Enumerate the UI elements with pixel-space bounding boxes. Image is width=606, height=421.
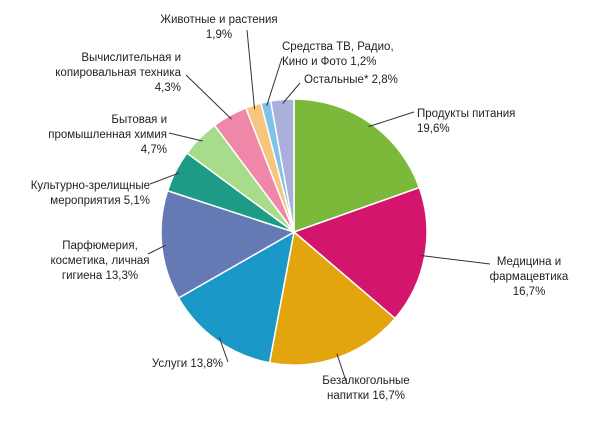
slice-label-line: фармацевтика — [490, 271, 569, 283]
slice-label-line: Вычислительная и — [81, 52, 181, 64]
slice-label-line: 4,7% — [141, 144, 167, 156]
slice-label-line: 16,7% — [513, 286, 546, 298]
leader-line-9 — [246, 29, 256, 110]
pie-slice-5 — [160, 189, 296, 300]
slice-label-line: напитки 16,7% — [327, 390, 405, 402]
slice-label-2: Медицина и фармацевтика 16,7% — [490, 256, 569, 298]
slice-label-line: промышленная химия — [48, 129, 167, 141]
slice-label-9: Животные и растения 1,9% — [160, 14, 277, 41]
leader-line-11 — [282, 82, 301, 104]
slice-label-10: Средства ТВ, Радио, Кино и Фото 1,2% — [282, 41, 394, 68]
slice-label-line: 19,6% — [417, 123, 450, 135]
slice-label-line: Услуги 13,8% — [152, 358, 223, 370]
slice-label-5: Парфюмерия, косметика, личная гигиена 13,3… — [50, 240, 149, 282]
slice-label-7: Бытовая и промышленная химия 4,7% — [48, 114, 167, 156]
slice-label-line: Продукты питания — [417, 108, 515, 120]
pie-slice-4 — [177, 230, 296, 364]
leader-line-8 — [185, 74, 232, 120]
leader-line-10 — [266, 57, 283, 107]
slice-label-line: Кино и Фото 1,2% — [282, 56, 377, 68]
slice-label-line: 4,3% — [155, 82, 181, 94]
pie-slice-1 — [293, 98, 421, 234]
leader-line-6 — [149, 172, 180, 185]
slice-label-11: Остальные* 2,8% — [304, 74, 398, 86]
slice-label-8: Вычислительная и копировальная техника 4,3… — [55, 52, 181, 94]
slice-label-line: Парфюмерия, — [62, 240, 138, 252]
slice-label-line: Медицина и — [497, 256, 561, 268]
slice-label-line: Остальные* 2,8% — [304, 74, 398, 86]
slice-label-line: Культурно-зрелищные — [31, 180, 150, 192]
slice-label-line: мероприятия 5,1% — [50, 195, 150, 207]
leader-line-2 — [420, 255, 491, 265]
leader-line-7 — [168, 132, 203, 142]
slice-label-4: Услуги 13,8% — [152, 358, 223, 370]
slice-label-line: Средства ТВ, Радио, — [282, 41, 394, 53]
slice-label-3: Безалкогольные напитки 16,7% — [322, 375, 409, 402]
slice-label-6: Культурно-зрелищные мероприятия 5,1% — [31, 180, 150, 207]
slice-label-line: 1,9% — [206, 29, 232, 41]
slice-label-line: гигиена 13,3% — [62, 270, 138, 282]
pie-slice-11 — [269, 98, 295, 233]
slice-label-line: Животные и растения — [160, 14, 277, 26]
slice-label-line: Бытовая и — [111, 114, 167, 126]
leader-line-5 — [147, 244, 166, 255]
slice-label-line: косметика, личная — [50, 255, 149, 267]
leader-line-4 — [218, 336, 229, 363]
slice-label-1: Продукты питания 19,6% — [417, 108, 515, 135]
leader-line-1 — [368, 111, 415, 128]
slice-label-line: копировальная техника — [55, 67, 181, 79]
slice-label-line: Безалкогольные — [322, 375, 409, 387]
leader-line-3 — [336, 353, 347, 382]
